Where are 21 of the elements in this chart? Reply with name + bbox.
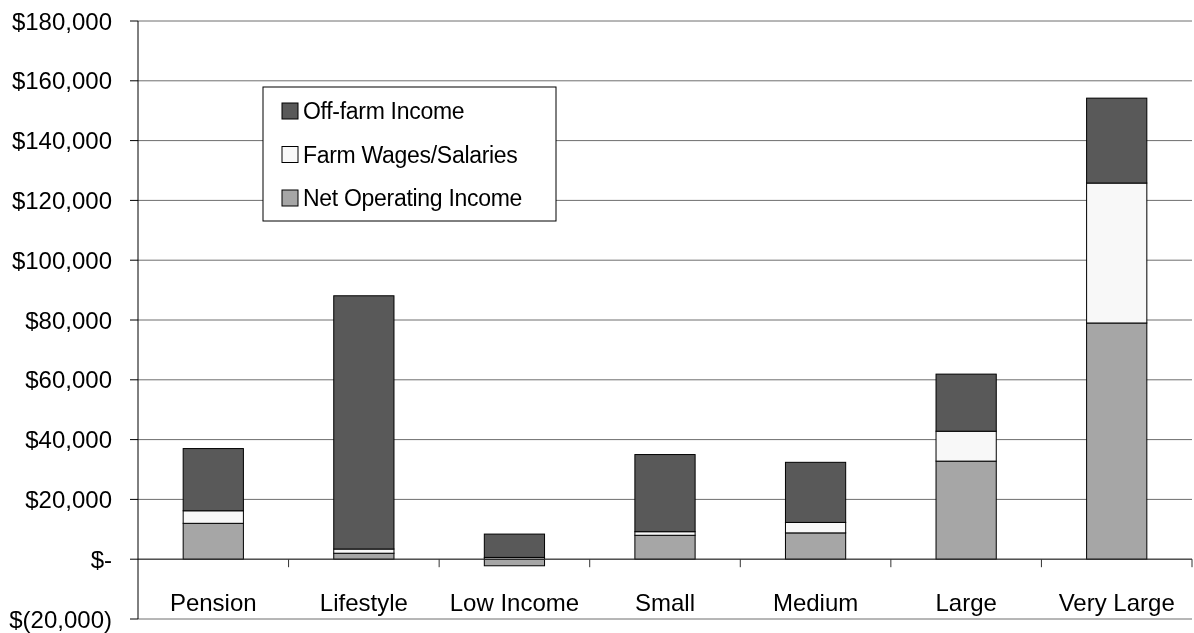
y-tick-label: $100,000 — [11, 246, 112, 274]
legend-label: Net Operating Income — [303, 185, 523, 212]
y-tick-label: $120,000 — [11, 187, 112, 215]
x-tick-label: Very Large — [1058, 589, 1175, 616]
legend-label: Farm Wages/Salaries — [303, 141, 518, 168]
y-tick-label: $60,000 — [25, 366, 112, 394]
y-tick-label: $- — [90, 545, 112, 573]
y-tick-label: $(20,000) — [9, 605, 112, 633]
y-tick-label: $180,000 — [11, 7, 112, 35]
x-tick-label: Pension — [169, 589, 257, 616]
x-tick-label: Small — [634, 589, 696, 616]
y-tick-label: $20,000 — [25, 486, 112, 514]
y-tick-label: $80,000 — [25, 306, 112, 334]
y-tick-label: $40,000 — [25, 426, 112, 454]
x-tick-label: Medium — [772, 589, 859, 616]
y-tick-label: $140,000 — [11, 127, 112, 155]
legend-label: Off-farm Income — [303, 98, 465, 125]
x-tick-label: Low Income — [449, 589, 580, 616]
x-tick-label: Lifestyle — [319, 589, 408, 616]
y-tick-label: $160,000 — [11, 67, 112, 95]
x-tick-label: Large — [935, 589, 997, 616]
